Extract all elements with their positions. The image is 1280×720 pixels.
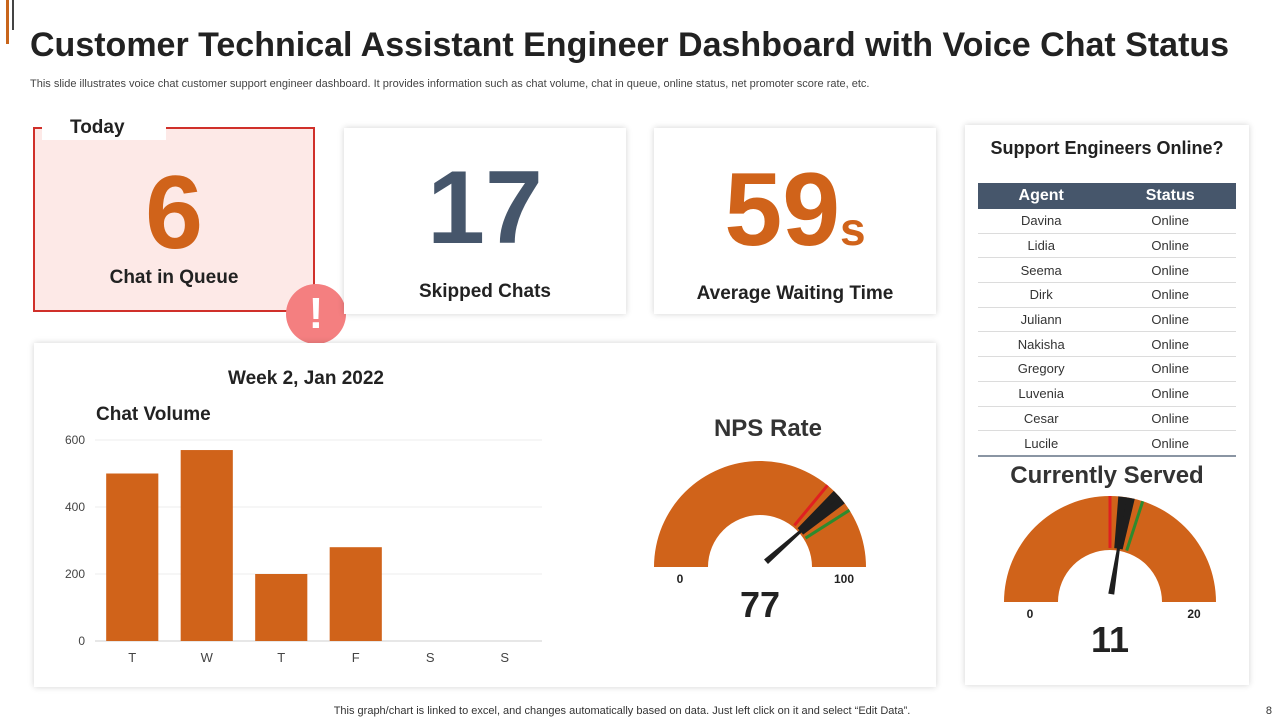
page-title: Customer Technical Assistant Engineer Da… (30, 26, 1230, 64)
waiting-unit: s (840, 203, 866, 255)
table-row: Gregory Online (978, 356, 1236, 382)
agent-status: Online (1104, 356, 1236, 382)
page-subtitle: This slide illustrates voice chat custom… (30, 78, 870, 90)
agent-status: Online (1104, 381, 1236, 407)
table-row: Lucile Online (978, 430, 1236, 457)
agent-name: Luvenia (978, 381, 1105, 407)
average-waiting-card (654, 128, 936, 314)
skipped-chats-value: 17 (427, 150, 543, 266)
accent-bar (6, 0, 9, 44)
x-tick-label: F (352, 650, 360, 665)
chat-in-queue-value: 6 (145, 155, 203, 271)
engineers-table: Agent Status Davina Online Lidia Online Seem… (978, 183, 1236, 457)
bar (329, 547, 382, 641)
agent-name: Juliann (978, 307, 1105, 333)
agent-status: Online (1104, 406, 1236, 432)
x-tick-label: T (128, 650, 136, 665)
gauge-min-label: 0 (1027, 607, 1034, 621)
x-tick-label: S (426, 650, 435, 665)
agent-name: Seema (978, 257, 1105, 284)
agent-status: Online (1104, 282, 1236, 308)
alert-icon: ! (286, 284, 346, 344)
bar (255, 574, 308, 641)
gauge-arc (654, 461, 866, 567)
agent-name: Gregory (978, 356, 1105, 382)
currently-served-title: Currently Served (1010, 462, 1204, 489)
chat-in-queue-card (33, 127, 315, 312)
column-header-status: Status (1104, 183, 1236, 209)
gauge-arc (1004, 496, 1216, 602)
table-row: Davina Online (978, 209, 1236, 234)
agent-status: Online (1104, 331, 1236, 358)
agent-status: Online (1104, 209, 1236, 234)
skipped-chats-label: Skipped Chats (419, 281, 551, 302)
today-tag: Today (42, 114, 166, 140)
gauge-marker (804, 508, 851, 540)
table-row: Seema Online (978, 257, 1236, 284)
agent-status: Online (1104, 233, 1236, 259)
agent-status: Online (1104, 257, 1236, 284)
agent-name: Lidia (978, 233, 1105, 259)
gauge-value-label: 77 (740, 584, 780, 625)
skipped-chats-card (344, 128, 626, 314)
table-row: Juliann Online (978, 307, 1236, 333)
nps-gauge: 0 100 77 (654, 461, 866, 625)
column-header-agent: Agent (978, 183, 1105, 209)
x-tick-label: T (277, 650, 285, 665)
gauge-marker (1125, 500, 1145, 552)
gauge-needle (1108, 503, 1126, 595)
nps-title: NPS Rate (713, 415, 823, 442)
chat-volume-title: Chat Volume (96, 404, 211, 425)
waiting-number: 59 (724, 152, 841, 268)
gauge-max-label: 100 (834, 572, 854, 586)
gauge-min-label: 0 (677, 572, 684, 586)
gauge-marker (793, 484, 829, 527)
agent-name: Dirk (978, 282, 1105, 308)
engineers-title: Support Engineers Online? (990, 138, 1224, 158)
average-waiting-value: 59s (654, 152, 936, 287)
table-row: Cesar Online (978, 406, 1236, 432)
gauge-needle (764, 500, 836, 564)
chat-in-queue-label: Chat in Queue (109, 267, 239, 288)
bar (106, 473, 159, 641)
agent-name: Davina (978, 209, 1105, 234)
bar (180, 450, 233, 641)
y-tick-label: 0 (78, 634, 85, 648)
table-row: Nakisha Online (978, 331, 1236, 358)
week-label: Week 2, Jan 2022 (228, 368, 384, 389)
y-tick-label: 200 (65, 567, 85, 581)
average-waiting-label: Average Waiting Time (696, 283, 894, 304)
x-tick-label: W (201, 650, 214, 665)
gauge-max-label: 20 (1187, 607, 1201, 621)
agent-name: Lucile (978, 430, 1105, 457)
y-tick-label: 600 (65, 433, 85, 447)
agent-name: Cesar (978, 406, 1105, 432)
currently-served-gauge: 0 20 11 (1004, 496, 1216, 660)
page-number: 8 (1265, 705, 1272, 717)
x-tick-label: S (500, 650, 509, 665)
table-row: Luvenia Online (978, 381, 1236, 407)
agent-status: Online (1104, 430, 1236, 457)
table-row: Lidia Online (978, 233, 1236, 259)
chat-volume-chart: 0 200 400 600 T W T F S S (65, 433, 542, 665)
y-tick-label: 400 (65, 500, 85, 514)
agent-name: Nakisha (978, 331, 1105, 358)
table-row: Dirk Online (978, 282, 1236, 308)
agent-status: Online (1104, 307, 1236, 333)
accent-bar-dark (12, 0, 14, 30)
gauge-value-label: 11 (1091, 619, 1129, 660)
footer-note: This graph/chart is linked to excel, and… (333, 705, 911, 717)
